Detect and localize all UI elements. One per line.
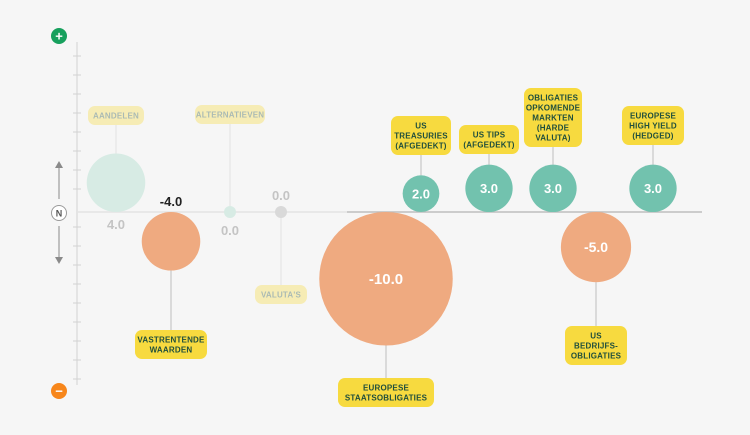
value-aandelen: 4.0	[107, 217, 125, 232]
value-obligaties-opkomende: 3.0	[544, 181, 562, 196]
label-line: EUROPESE	[630, 112, 677, 121]
value-labels: 4.0 -4.0 0.0 0.0 -10.0 2.0 3.0 3.0 -5.0 3.0	[107, 181, 662, 288]
label-line: MARKTEN	[532, 114, 573, 123]
value-europese-staatsobligaties: -10.0	[369, 271, 403, 288]
label-box	[459, 125, 519, 154]
label-line: (HARDE	[537, 124, 570, 133]
plus-icon-label: +	[55, 29, 63, 44]
label-aandelen: AANDELEN	[88, 106, 144, 125]
label-line: TREASURIES	[394, 132, 448, 141]
vertical-axis: N + −	[51, 28, 81, 399]
connector-lines	[115, 124, 654, 378]
label-us-tips: US TIPS(AFGEDEKT)	[459, 125, 519, 154]
neutral-marker-icon	[51, 205, 67, 221]
bubble-us-tips	[465, 164, 513, 212]
label-line: BEDRIJFS-	[574, 342, 618, 351]
bubble-obligaties-opkomende	[529, 164, 577, 212]
minus-icon-label: −	[55, 384, 63, 399]
label-box	[255, 285, 307, 304]
neutral-label: N	[56, 209, 63, 219]
bubbles	[86, 153, 677, 346]
down-arrow-head-icon	[55, 257, 63, 264]
label-line: US TIPS	[473, 131, 506, 140]
label-line: STAATSOBLIGATIES	[345, 394, 428, 403]
bubble-alternatieven	[224, 206, 236, 218]
value-us-tips: 3.0	[480, 181, 498, 196]
plus-icon	[51, 28, 67, 44]
label-line: US	[415, 122, 427, 131]
label-line: OBLIGATIES	[571, 352, 622, 361]
label-alternatieven: ALTERNATIEVEN	[195, 105, 265, 124]
label-box	[195, 105, 265, 124]
bubble-aandelen	[86, 153, 146, 212]
label-line: (AFGEDEKT)	[395, 142, 446, 151]
value-alternatieven: 0.0	[221, 223, 239, 238]
bubble-europese-high-yield	[629, 164, 677, 212]
bubble-us-bedrijfsobligaties	[560, 212, 632, 283]
label-line: VALUTA)	[535, 134, 570, 143]
value-vastrentende: -4.0	[160, 194, 182, 209]
label-box	[338, 378, 434, 407]
bubble-valuta	[275, 206, 287, 218]
value-us-bedrijfsobligaties: -5.0	[584, 239, 608, 255]
value-europese-high-yield: 3.0	[644, 181, 662, 196]
value-us-treasuries: 2.0	[412, 186, 430, 201]
label-line: EUROPESE	[363, 384, 410, 393]
bubble-us-treasuries	[402, 175, 440, 213]
label-line: HIGH YIELD	[629, 122, 677, 131]
label-box	[391, 116, 451, 155]
label-box	[88, 106, 144, 125]
label-line: AANDELEN	[93, 112, 139, 121]
label-box	[524, 88, 582, 147]
label-line: OPKOMENDE	[526, 104, 581, 113]
value-valuta: 0.0	[272, 188, 290, 203]
label-line: WAARDEN	[150, 346, 193, 355]
label-line: (HEDGED)	[632, 132, 673, 141]
label-line: OBLIGATIES	[528, 94, 579, 103]
label-valuta: VALUTA'S	[255, 285, 307, 304]
bubble-vastrentende	[141, 212, 201, 271]
label-box	[565, 326, 627, 365]
minus-icon	[51, 383, 67, 399]
label-line: US	[590, 332, 602, 341]
label-box	[622, 106, 684, 145]
up-arrow-head-icon	[55, 161, 63, 168]
label-line: VASTRENTENDE	[137, 336, 205, 345]
label-box	[135, 330, 207, 359]
label-line: (AFGEDEKT)	[463, 141, 514, 150]
label-line: VALUTA'S	[261, 291, 302, 300]
bubble-europese-staatsobligaties	[319, 212, 453, 346]
label-line: ALTERNATIEVEN	[196, 111, 265, 120]
